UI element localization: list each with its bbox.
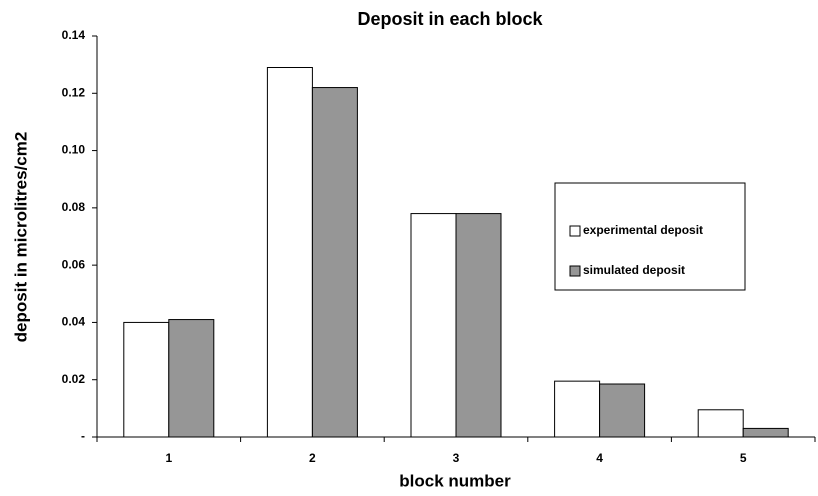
y-tick-label: 0.02 — [62, 372, 86, 386]
y-tick-label: 0.04 — [62, 315, 86, 329]
bar — [599, 383, 646, 438]
bar — [455, 213, 502, 438]
y-tick-label: 0.06 — [62, 257, 86, 271]
x-tick-label: 4 — [596, 451, 603, 465]
legend-swatch — [569, 225, 581, 237]
y-tick-label: 0.10 — [62, 143, 86, 157]
legend-label: experimental deposit — [583, 223, 703, 237]
bar — [266, 67, 313, 438]
legend-swatch — [569, 265, 581, 277]
bar — [168, 319, 215, 438]
bar — [123, 321, 170, 438]
bar — [311, 87, 358, 438]
y-tick-label: 0.12 — [62, 85, 86, 99]
chart-title: Deposit in each block — [357, 9, 543, 29]
y-axis-label: deposit in microlitres/cm2 — [11, 132, 30, 343]
x-axis-label: block number — [399, 471, 511, 490]
y-tick-label: 0.14 — [62, 28, 86, 42]
bar — [554, 380, 601, 438]
x-tick-label: 3 — [453, 451, 460, 465]
bar — [697, 409, 744, 438]
x-tick-label: 1 — [165, 451, 172, 465]
x-tick-label: 2 — [309, 451, 316, 465]
y-tick-label: - — [81, 429, 85, 443]
legend-label: simulated deposit — [583, 263, 685, 277]
legend-box — [554, 182, 746, 291]
bar — [410, 213, 457, 438]
y-tick-label: 0.08 — [62, 200, 86, 214]
x-tick-label: 5 — [740, 451, 747, 465]
bar — [742, 427, 789, 438]
